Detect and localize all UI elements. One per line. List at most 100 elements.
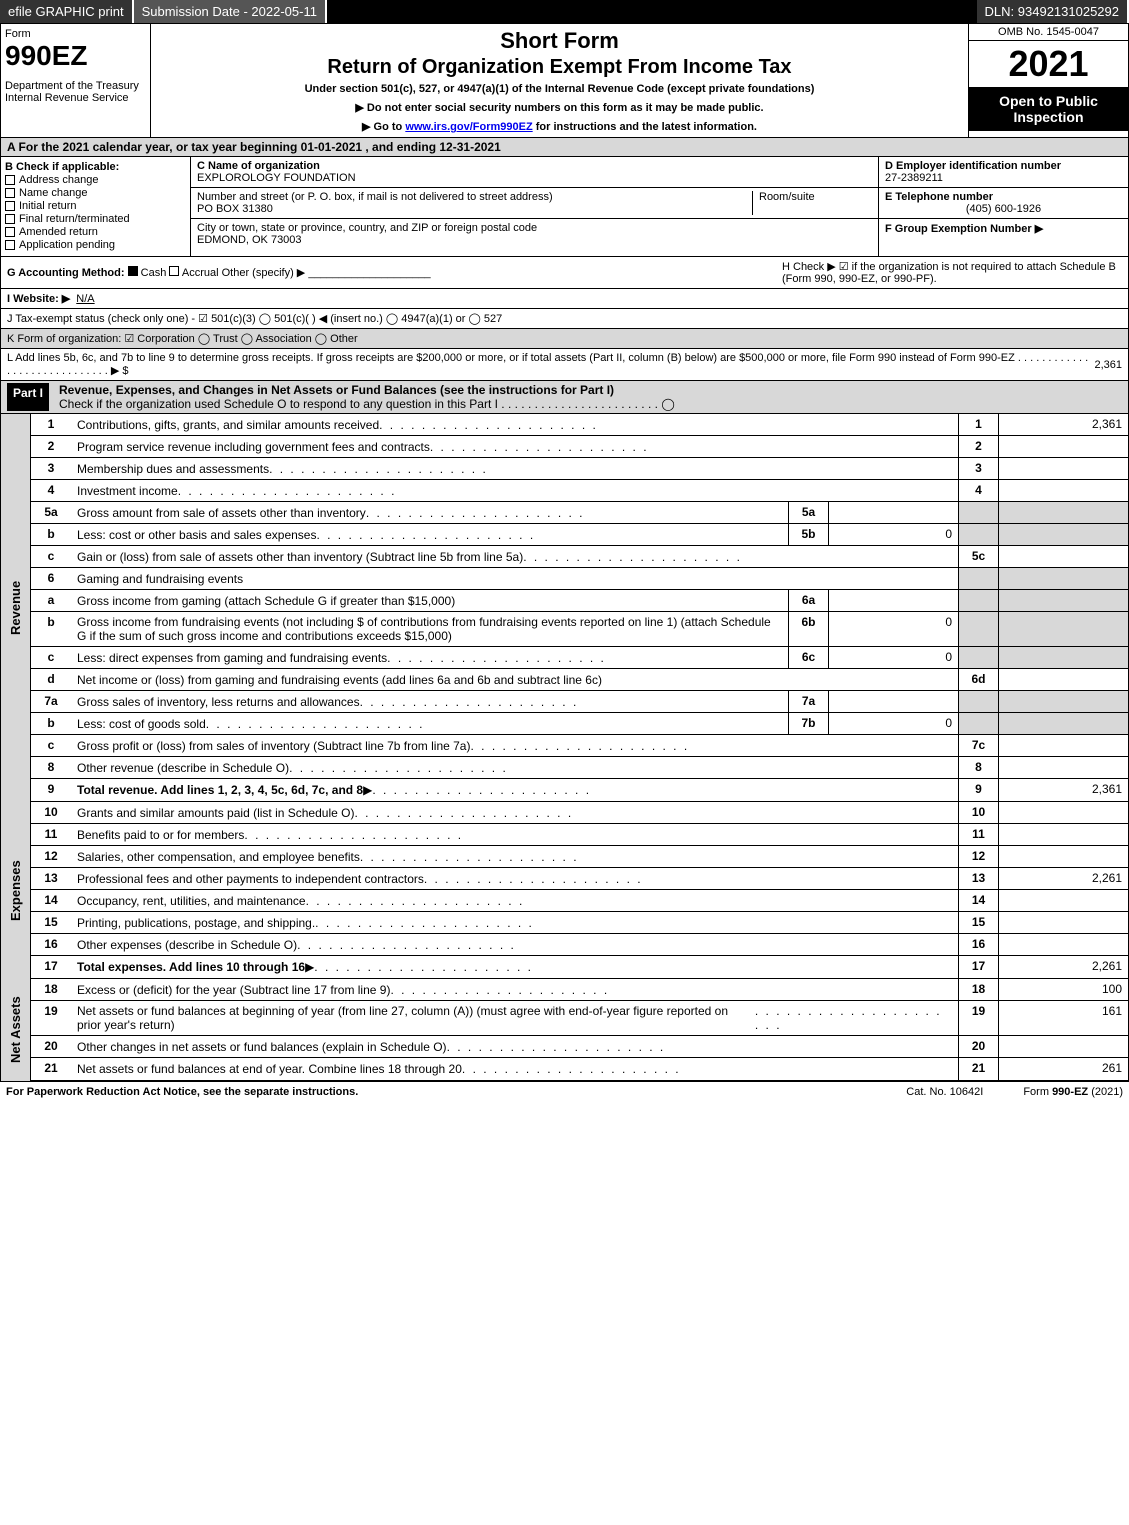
cash-label: Cash (141, 267, 167, 279)
check-amended-return[interactable]: Amended return (5, 226, 186, 238)
l6b-num: b (31, 612, 71, 646)
l12-num: 12 (31, 846, 71, 867)
l6-rnum (958, 568, 998, 589)
note2-prefix: ▶ Go to (362, 121, 405, 133)
l3-desc: Membership dues and assessments (71, 458, 958, 479)
l5c-rval (998, 546, 1128, 567)
g-label: G Accounting Method: (7, 267, 125, 279)
l8-rnum: 8 (958, 757, 998, 778)
l15-desc: Printing, publications, postage, and shi… (71, 912, 958, 933)
l5a-sub: 5a (788, 502, 828, 523)
form-number: 990EZ (5, 40, 146, 72)
header-center: Short Form Return of Organization Exempt… (151, 24, 968, 137)
org-name: EXPLOROLOGY FOUNDATION (197, 172, 872, 184)
l1-rnum: 1 (958, 414, 998, 435)
l8-rval (998, 757, 1128, 778)
l10-rval (998, 802, 1128, 823)
l6d-rval (998, 669, 1128, 690)
check-accrual[interactable] (169, 266, 179, 276)
l17-rnum: 17 (958, 956, 998, 978)
l1-num: 1 (31, 414, 71, 435)
l11-rnum: 11 (958, 824, 998, 845)
line-l-text: L Add lines 5b, 6c, and 7b to line 9 to … (7, 352, 1088, 377)
l20-num: 20 (31, 1036, 71, 1057)
part-1-badge: Part I (7, 383, 49, 411)
l5b-rnum (958, 524, 998, 545)
check-cash[interactable] (128, 266, 138, 276)
ein: 27-2389211 (885, 172, 1122, 184)
l6b-rnum (958, 612, 998, 646)
department: Department of the Treasury Internal Reve… (5, 80, 146, 104)
l20-rnum: 20 (958, 1036, 998, 1057)
omb-number: OMB No. 1545-0047 (969, 24, 1128, 41)
l6a-sub: 6a (788, 590, 828, 611)
street-value: PO BOX 31380 (197, 203, 752, 215)
footer: For Paperwork Reduction Act Notice, see … (0, 1081, 1129, 1102)
l11-rval (998, 824, 1128, 845)
footer-mid: Cat. No. 10642I (866, 1086, 1023, 1098)
l7b-rnum (958, 713, 998, 734)
section-b-f: B Check if applicable: Address change Na… (0, 157, 1129, 257)
l2-num: 2 (31, 436, 71, 457)
l10-rnum: 10 (958, 802, 998, 823)
l7b-rval (998, 713, 1128, 734)
l4-desc: Investment income (71, 480, 958, 501)
section-b: B Check if applicable: Address change Na… (1, 157, 191, 256)
l6c-desc: Less: direct expenses from gaming and fu… (71, 647, 788, 668)
l9-num: 9 (31, 779, 71, 801)
l12-rval (998, 846, 1128, 867)
l6d-num: d (31, 669, 71, 690)
l9-rnum: 9 (958, 779, 998, 801)
l11-num: 11 (31, 824, 71, 845)
section-d-e-f: D Employer identification number 27-2389… (878, 157, 1128, 256)
l21-rnum: 21 (958, 1058, 998, 1080)
l15-rnum: 15 (958, 912, 998, 933)
l7b-num: b (31, 713, 71, 734)
l5b-subval: 0 (828, 524, 958, 545)
l6c-sub: 6c (788, 647, 828, 668)
f-label: F Group Exemption Number ▶ (885, 222, 1122, 235)
l6a-desc: Gross income from gaming (attach Schedul… (71, 590, 788, 611)
l7b-subval: 0 (828, 713, 958, 734)
c-name-label: C Name of organization (197, 160, 872, 172)
l2-rval (998, 436, 1128, 457)
city-value: EDMOND, OK 73003 (197, 234, 872, 246)
dln: DLN: 93492131025292 (977, 0, 1129, 23)
section-a-text: A For the 2021 calendar year, or tax yea… (7, 140, 501, 154)
l6a-subval (828, 590, 958, 611)
form-label: Form (5, 28, 146, 40)
l19-num: 19 (31, 1001, 71, 1035)
l16-rval (998, 934, 1128, 955)
l6-rval (998, 568, 1128, 589)
l2-rnum: 2 (958, 436, 998, 457)
part-1-title: Revenue, Expenses, and Changes in Net As… (59, 383, 614, 397)
i-label: I Website: ▶ (7, 292, 70, 305)
l6b-rval (998, 612, 1128, 646)
check-application-pending[interactable]: Application pending (5, 239, 186, 251)
irs-link[interactable]: www.irs.gov/Form990EZ (405, 121, 532, 133)
l4-rnum: 4 (958, 480, 998, 501)
l13-rval: 2,261 (998, 868, 1128, 889)
l5a-num: 5a (31, 502, 71, 523)
l18-desc: Excess or (deficit) for the year (Subtra… (71, 979, 958, 1000)
header-left: Form 990EZ Department of the Treasury In… (1, 24, 151, 137)
phone: (405) 600-1926 (885, 203, 1122, 215)
l13-desc: Professional fees and other payments to … (71, 868, 958, 889)
check-name-change[interactable]: Name change (5, 187, 186, 199)
l5a-subval (828, 502, 958, 523)
l5b-num: b (31, 524, 71, 545)
l7b-desc: Less: cost of goods sold (71, 713, 788, 734)
efile-print[interactable]: efile GRAPHIC print (0, 0, 134, 23)
l6a-rval (998, 590, 1128, 611)
l16-rnum: 16 (958, 934, 998, 955)
header-right: OMB No. 1545-0047 2021 Open to Public In… (968, 24, 1128, 137)
l8-desc: Other revenue (describe in Schedule O) (71, 757, 958, 778)
l6c-rval (998, 647, 1128, 668)
l1-rval: 2,361 (998, 414, 1128, 435)
part-1-check: Check if the organization used Schedule … (59, 397, 675, 411)
check-address-change[interactable]: Address change (5, 174, 186, 186)
check-initial-return[interactable]: Initial return (5, 200, 186, 212)
l5c-rnum: 5c (958, 546, 998, 567)
check-final-return[interactable]: Final return/terminated (5, 213, 186, 225)
l21-desc: Net assets or fund balances at end of ye… (71, 1058, 958, 1080)
